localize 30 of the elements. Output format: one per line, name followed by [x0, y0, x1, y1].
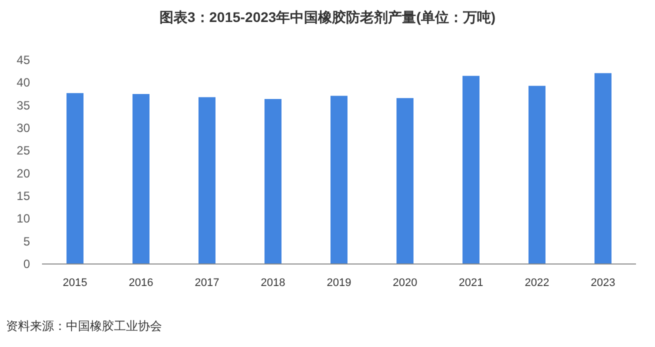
y-tick-label: 30 [16, 121, 30, 135]
x-tick-label: 2016 [128, 277, 154, 289]
y-tick-label: 40 [16, 76, 30, 90]
x-tick-label: 2019 [326, 277, 352, 289]
y-tick-label: 5 [23, 234, 30, 248]
x-tick-label: 2021 [458, 277, 484, 289]
y-tick-label: 35 [16, 98, 30, 112]
y-tick-label: 0 [23, 257, 30, 271]
x-tick-label: 2020 [392, 277, 418, 289]
x-tick-label: 2018 [260, 277, 286, 289]
bar [594, 73, 612, 264]
bar [132, 94, 150, 264]
x-tick-label: 2017 [194, 277, 220, 289]
y-tick-label: 45 [16, 53, 30, 67]
y-tick-label: 15 [16, 189, 30, 203]
y-tick-label: 10 [16, 212, 30, 226]
chart-title: 图表3：2015-2023年中国橡胶防老剂产量(单位：万吨) [159, 9, 496, 25]
bar [264, 98, 282, 264]
x-tick-label: 2015 [62, 277, 88, 289]
bar [528, 86, 546, 264]
x-tick-label: 2022 [524, 277, 550, 289]
bar [198, 97, 216, 264]
bar [66, 93, 84, 264]
y-tick-label: 25 [16, 144, 30, 158]
bar [330, 96, 348, 264]
bar [462, 76, 480, 264]
x-tick-label: 2023 [590, 277, 616, 289]
bar [396, 98, 414, 264]
text: 资料来源：中国橡胶工业协会 [6, 319, 162, 333]
y-tick-label: 20 [16, 166, 30, 180]
